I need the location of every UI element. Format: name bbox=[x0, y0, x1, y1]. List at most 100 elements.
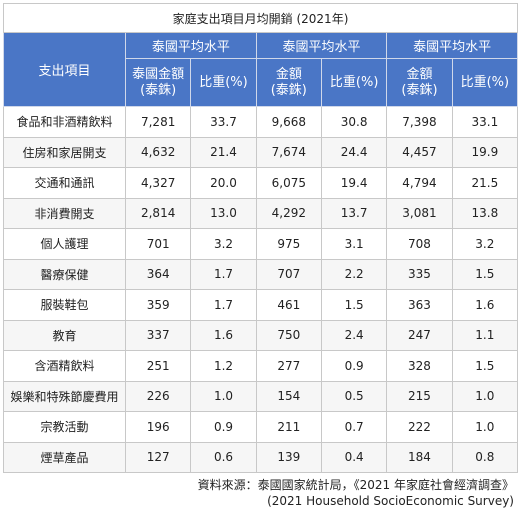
cell: 19.9 bbox=[451, 136, 519, 168]
source-line: (2021 Household SocioEconomic Survey) bbox=[267, 494, 514, 508]
cell: 247 bbox=[386, 319, 453, 351]
column-header-line: 比重(%) bbox=[329, 74, 379, 90]
cell: 211 bbox=[255, 411, 322, 443]
cell: 461 bbox=[255, 289, 322, 321]
cell: 215 bbox=[386, 380, 453, 412]
cell: 708 bbox=[386, 228, 453, 260]
row-label: 食品和非酒精飲料 bbox=[3, 106, 126, 138]
cell: 6,075 bbox=[255, 167, 322, 199]
column-header: 比重(%) bbox=[320, 58, 388, 107]
cell: 3.2 bbox=[451, 228, 519, 260]
group-header: 泰國平均水平 bbox=[255, 32, 388, 59]
column-header-line: (泰銖) bbox=[401, 82, 438, 98]
cell: 1.7 bbox=[190, 289, 257, 321]
source-note: 資料來源：泰國國家統計局，《2021 年家庭社會經濟調查》 (2021 House… bbox=[3, 473, 517, 509]
row-label: 宗教活動 bbox=[3, 411, 126, 443]
column-header-line: (泰銖) bbox=[140, 82, 177, 98]
cell: 0.7 bbox=[320, 411, 388, 443]
cell: 1.2 bbox=[190, 350, 257, 382]
table-row: 教育 337 1.6 750 2.4 247 1.1 bbox=[3, 319, 519, 351]
cell: 359 bbox=[124, 289, 192, 321]
row-label: 含酒精飲料 bbox=[3, 350, 126, 382]
cell: 4,794 bbox=[386, 167, 453, 199]
cell: 30.8 bbox=[320, 106, 388, 138]
cell: 750 bbox=[255, 319, 322, 351]
cell: 2.2 bbox=[320, 258, 388, 290]
row-label: 教育 bbox=[3, 319, 126, 351]
cell: 251 bbox=[124, 350, 192, 382]
cell: 9,668 bbox=[255, 106, 322, 138]
column-header-line: (泰銖) bbox=[270, 82, 307, 98]
cell: 13.8 bbox=[451, 197, 519, 229]
table-row: 醫療保健 364 1.7 707 2.2 335 1.5 bbox=[3, 258, 519, 290]
column-header: 比重(%) bbox=[451, 58, 519, 107]
column-header-line: 比重(%) bbox=[199, 74, 248, 90]
cell: 1.5 bbox=[320, 289, 388, 321]
table-row: 個人護理 701 3.2 975 3.1 708 3.2 bbox=[3, 228, 519, 260]
row-label: 醫療保健 bbox=[3, 258, 126, 290]
cell: 328 bbox=[386, 350, 453, 382]
cell: 2.4 bbox=[320, 319, 388, 351]
cell: 1.6 bbox=[451, 289, 519, 321]
cell: 1.5 bbox=[451, 350, 519, 382]
cell: 20.0 bbox=[190, 167, 257, 199]
cell: 364 bbox=[124, 258, 192, 290]
group-header: 泰國平均水平 bbox=[125, 32, 257, 59]
column-header: 比重(%) bbox=[190, 58, 257, 107]
cell: 154 bbox=[255, 380, 322, 412]
cell: 1.0 bbox=[451, 380, 519, 412]
cell: 0.4 bbox=[320, 441, 388, 473]
column-header-line: 金額 bbox=[406, 66, 433, 82]
cell: 21.5 bbox=[451, 167, 519, 199]
cell: 33.7 bbox=[190, 106, 257, 138]
cell: 363 bbox=[386, 289, 453, 321]
table-row: 住房和家居開支 4,632 21.4 7,674 24.4 4,457 19.9 bbox=[3, 136, 519, 168]
cell: 337 bbox=[124, 319, 192, 351]
row-label: 煙草產品 bbox=[3, 441, 126, 473]
cell: 139 bbox=[255, 441, 322, 473]
cell: 277 bbox=[255, 350, 322, 382]
column-header: 金額 (泰銖) bbox=[255, 58, 322, 107]
group-header: 泰國平均水平 bbox=[386, 32, 519, 59]
table-title: 家庭支出項目月均開銷 (2021年) bbox=[2, 3, 519, 33]
column-header: 金額 (泰銖) bbox=[386, 58, 453, 107]
cell: 222 bbox=[386, 411, 453, 443]
cell: 7,281 bbox=[124, 106, 192, 138]
row-header: 支出項目 bbox=[3, 32, 126, 107]
cell: 3.2 bbox=[190, 228, 257, 260]
table-container: 家庭支出項目月均開銷 (2021年) 支出項目 泰國平均水平 泰國平均水平 泰國平均… bbox=[2, 3, 519, 509]
cell: 2,814 bbox=[124, 197, 192, 229]
cell: 4,457 bbox=[386, 136, 453, 168]
cell: 1.5 bbox=[451, 258, 519, 290]
cell: 0.9 bbox=[320, 350, 388, 382]
table-row: 娛樂和特殊節慶費用 226 1.0 154 0.5 215 1.0 bbox=[3, 380, 519, 412]
cell: 184 bbox=[386, 441, 453, 473]
row-label: 娛樂和特殊節慶費用 bbox=[3, 380, 126, 412]
table-row: 煙草產品 127 0.6 139 0.4 184 0.8 bbox=[3, 441, 519, 473]
cell: 1.0 bbox=[451, 411, 519, 443]
cell: 0.6 bbox=[190, 441, 257, 473]
row-label: 非消費開支 bbox=[3, 197, 126, 229]
cell: 4,327 bbox=[124, 167, 192, 199]
cell: 1.6 bbox=[190, 319, 257, 351]
row-label: 交通和通訊 bbox=[3, 167, 126, 199]
column-header: 泰國金額 (泰銖) bbox=[124, 58, 192, 107]
table-row: 宗教活動 196 0.9 211 0.7 222 1.0 bbox=[3, 411, 519, 443]
cell: 33.1 bbox=[451, 106, 519, 138]
column-header-line: 金額 bbox=[275, 66, 302, 82]
cell: 0.8 bbox=[451, 441, 519, 473]
cell: 0.9 bbox=[190, 411, 257, 443]
table-row: 交通和通訊 4,327 20.0 6,075 19.4 4,794 21.5 bbox=[3, 167, 519, 199]
cell: 975 bbox=[255, 228, 322, 260]
column-header-line: 比重(%) bbox=[460, 74, 510, 90]
table-row: 非消費開支 2,814 13.0 4,292 13.7 3,081 13.8 bbox=[3, 197, 519, 229]
table-row: 食品和非酒精飲料 7,281 33.7 9,668 30.8 7,398 33.1 bbox=[3, 106, 519, 138]
table-row: 服裝鞋包 359 1.7 461 1.5 363 1.6 bbox=[3, 289, 519, 321]
cell: 3.1 bbox=[320, 228, 388, 260]
cell: 226 bbox=[124, 380, 192, 412]
row-label: 住房和家居開支 bbox=[3, 136, 126, 168]
column-header-line: 泰國金額 bbox=[132, 66, 185, 82]
cell: 335 bbox=[386, 258, 453, 290]
cell: 7,398 bbox=[386, 106, 453, 138]
